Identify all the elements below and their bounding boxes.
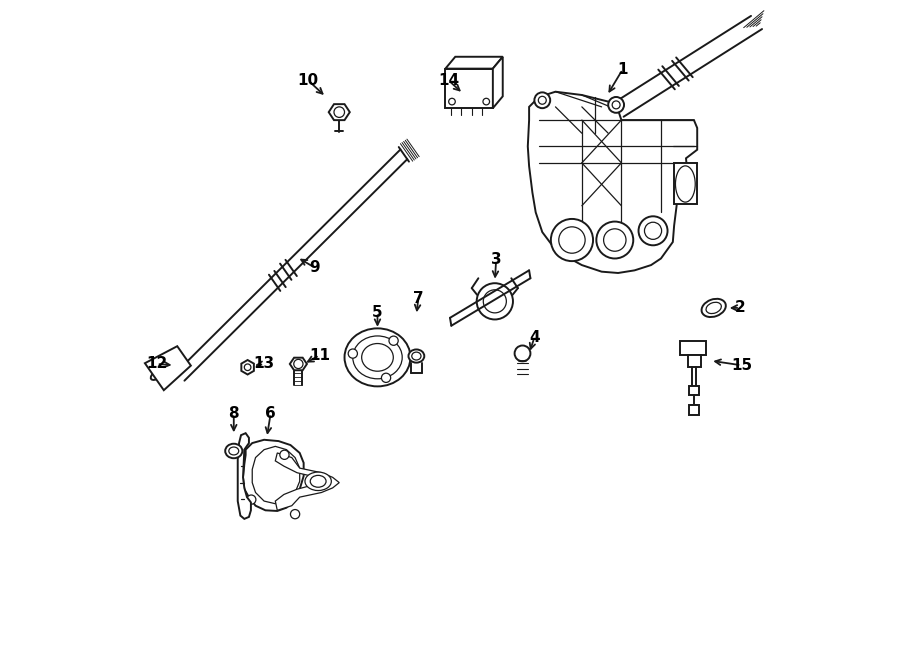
Text: 10: 10 <box>298 73 319 88</box>
Ellipse shape <box>229 447 238 455</box>
Polygon shape <box>243 440 303 511</box>
Polygon shape <box>275 453 339 510</box>
Bar <box>688 355 701 367</box>
Circle shape <box>638 216 668 246</box>
Circle shape <box>334 107 345 117</box>
Ellipse shape <box>353 336 402 379</box>
Circle shape <box>551 219 593 261</box>
Text: 14: 14 <box>438 73 459 88</box>
Circle shape <box>247 495 256 504</box>
Text: 3: 3 <box>491 252 501 267</box>
Circle shape <box>244 364 251 371</box>
Circle shape <box>389 336 398 346</box>
Text: 8: 8 <box>229 406 239 421</box>
Ellipse shape <box>477 283 513 320</box>
Circle shape <box>515 346 530 361</box>
Ellipse shape <box>412 352 421 360</box>
Circle shape <box>483 98 490 105</box>
Circle shape <box>291 510 300 519</box>
Polygon shape <box>238 433 251 519</box>
Circle shape <box>449 98 455 105</box>
Ellipse shape <box>702 299 725 317</box>
Text: 15: 15 <box>731 357 752 373</box>
Polygon shape <box>290 357 307 370</box>
Circle shape <box>535 93 550 108</box>
Polygon shape <box>241 360 254 375</box>
Polygon shape <box>145 346 191 390</box>
Ellipse shape <box>409 350 424 363</box>
Bar <box>680 341 706 355</box>
Ellipse shape <box>362 344 393 371</box>
Ellipse shape <box>483 290 507 313</box>
Ellipse shape <box>168 359 178 367</box>
Ellipse shape <box>310 475 326 487</box>
Bar <box>689 405 698 414</box>
Ellipse shape <box>676 166 695 202</box>
Text: 5: 5 <box>373 305 382 320</box>
Circle shape <box>538 96 546 104</box>
Polygon shape <box>493 57 503 108</box>
Circle shape <box>382 373 391 383</box>
Text: 4: 4 <box>529 330 540 345</box>
Circle shape <box>604 229 626 252</box>
Circle shape <box>608 97 624 113</box>
Text: 7: 7 <box>413 291 424 306</box>
Ellipse shape <box>163 363 173 371</box>
Circle shape <box>280 450 289 459</box>
Circle shape <box>348 349 357 358</box>
Circle shape <box>293 359 303 369</box>
Ellipse shape <box>345 328 410 387</box>
Polygon shape <box>328 104 350 120</box>
Circle shape <box>644 222 662 240</box>
Circle shape <box>597 222 634 258</box>
Text: 1: 1 <box>617 62 628 77</box>
Bar <box>674 163 698 205</box>
Circle shape <box>559 227 585 253</box>
Ellipse shape <box>305 472 331 491</box>
Text: 12: 12 <box>146 356 167 371</box>
Polygon shape <box>252 446 300 504</box>
Ellipse shape <box>706 303 721 314</box>
Text: 2: 2 <box>734 301 745 315</box>
Ellipse shape <box>157 366 168 375</box>
Text: 11: 11 <box>309 348 330 363</box>
Bar <box>689 386 698 395</box>
Circle shape <box>612 101 620 109</box>
Text: 13: 13 <box>254 356 274 371</box>
Text: 9: 9 <box>310 260 320 275</box>
Text: 6: 6 <box>266 406 276 421</box>
Ellipse shape <box>175 356 183 363</box>
Ellipse shape <box>225 444 242 458</box>
Bar <box>446 69 493 108</box>
Polygon shape <box>527 92 698 273</box>
Polygon shape <box>446 57 503 69</box>
Ellipse shape <box>151 369 163 380</box>
